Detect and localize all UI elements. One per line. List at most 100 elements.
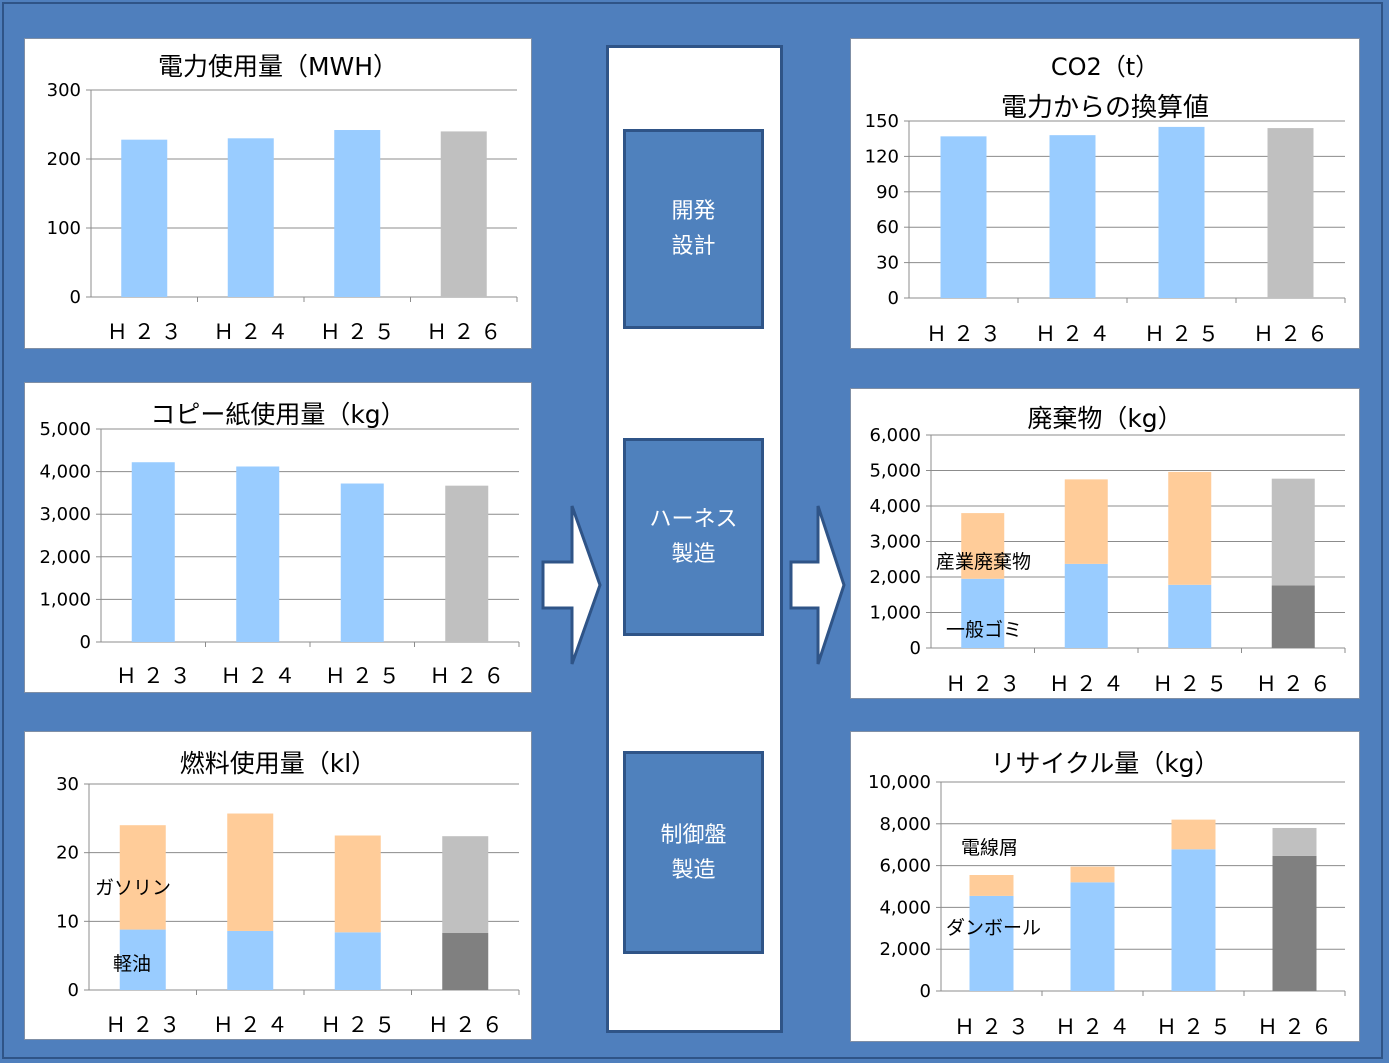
- y-tick-label: 10: [56, 911, 79, 932]
- bar: [236, 466, 280, 642]
- process-label: 設計: [671, 234, 716, 259]
- chart-title: コピー紙使用量（kg）: [150, 400, 406, 429]
- y-tick-label: 3,000: [869, 532, 921, 553]
- bar: [334, 130, 381, 297]
- x-tick-label: Ｈ２３: [926, 322, 1007, 346]
- y-tick-label: 1,000: [39, 589, 91, 610]
- bar: [1272, 855, 1317, 991]
- x-tick-label: Ｈ２６: [428, 1013, 509, 1037]
- y-tick-label: 0: [910, 638, 921, 659]
- bar: [1271, 478, 1315, 586]
- bar: [969, 895, 1014, 991]
- fuel-chart: 燃料使用量（kl） 0 10 20 30 Ｈ２３ Ｈ２４ Ｈ２５ Ｈ２６ ガソリン 軽油: [24, 731, 532, 1040]
- x-tick-label: Ｈ２４: [1055, 1015, 1136, 1039]
- x-tick-label: Ｈ２５: [325, 664, 406, 688]
- waste-chart: 廃棄物（kg） 0 1,000 2,000 3,000 4,000 5,000 6,000 Ｈ…: [850, 388, 1360, 699]
- process-box-panel: 制御盤 製造: [623, 751, 764, 954]
- bar: [227, 930, 274, 990]
- y-tick-label: 4,000: [879, 897, 931, 918]
- bar: [1168, 471, 1212, 585]
- process-label: 製造: [671, 857, 716, 883]
- y-tick-label: 20: [56, 843, 79, 864]
- y-tick-label: 0: [888, 288, 899, 309]
- x-tick-label: Ｈ２５: [1156, 1015, 1237, 1039]
- y-tick-label: 4,000: [869, 496, 921, 517]
- process-label: 開発: [671, 199, 716, 224]
- series-label: 軽油: [113, 953, 151, 975]
- x-tick-label: Ｈ２６: [429, 664, 510, 688]
- bar: [442, 836, 489, 934]
- bar: [340, 483, 384, 642]
- y-tick-label: 90: [876, 182, 899, 203]
- y-tick-label: 150: [865, 111, 899, 132]
- x-tick-label: Ｈ２５: [1144, 322, 1225, 346]
- chart-plot: 0 30 60 90 120 150 Ｈ２３ Ｈ２４ Ｈ２５ Ｈ２６: [865, 111, 1346, 346]
- bar: [1272, 827, 1317, 856]
- bar: [440, 131, 487, 297]
- bar: [1064, 563, 1108, 648]
- x-tick-label: Ｈ２３: [116, 664, 197, 688]
- x-tick-label: Ｈ２４: [1035, 322, 1116, 346]
- x-tick-label: Ｈ２６: [1253, 322, 1334, 346]
- bar: [121, 139, 168, 297]
- bar: [119, 929, 166, 990]
- y-tick-label: 120: [865, 146, 899, 167]
- y-tick-label: 30: [56, 774, 79, 795]
- bar: [445, 485, 489, 642]
- y-tick-label: 0: [68, 980, 79, 1001]
- bar: [1064, 479, 1108, 564]
- paper-chart: コピー紙使用量（kg） 0 1,000 2,000 3,000 4,000 5,000 Ｈ２…: [24, 382, 532, 693]
- arrow-right-icon: [789, 505, 846, 665]
- bar: [131, 462, 175, 642]
- recycle-chart: リサイクル量（kg） 0 2,000 4,000 6,000 8,000 10,000 Ｈ２…: [850, 731, 1360, 1042]
- x-tick-label: Ｈ２６: [1256, 672, 1337, 696]
- bar: [1070, 882, 1115, 991]
- chart-plot: 0 1,000 2,000 3,000 4,000 5,000 Ｈ２３ Ｈ２４ Ｈ２５ Ｈ２６: [39, 419, 520, 688]
- y-tick-label: 5,000: [39, 419, 91, 440]
- bar: [119, 825, 166, 930]
- y-tick-label: 6,000: [869, 425, 921, 446]
- bar: [1070, 866, 1115, 883]
- process-box-harness: ハーネス 製造: [623, 438, 764, 636]
- chart-plot: 0 100 200 300 Ｈ２３ Ｈ２４ Ｈ２５ Ｈ２６: [47, 80, 518, 344]
- x-tick-label: Ｈ２３: [954, 1015, 1035, 1039]
- series-label: 産業廃棄物: [936, 551, 1031, 573]
- x-tick-label: Ｈ２４: [220, 664, 301, 688]
- bar: [334, 835, 381, 933]
- y-tick-label: 5,000: [869, 461, 921, 482]
- y-tick-label: 6,000: [879, 856, 931, 877]
- y-tick-label: 10,000: [868, 772, 931, 793]
- chart-title: 廃棄物（kg）: [1027, 404, 1183, 433]
- y-tick-label: 2,000: [39, 547, 91, 568]
- x-tick-label: Ｈ２４: [1049, 672, 1130, 696]
- y-tick-label: 100: [47, 218, 81, 239]
- x-tick-label: Ｈ２３: [107, 320, 188, 344]
- bar: [961, 578, 1005, 648]
- arrow-right-icon: [541, 505, 602, 665]
- series-label: ダンボール: [946, 917, 1041, 939]
- y-tick-label: 300: [47, 80, 81, 101]
- bar: [1049, 135, 1096, 298]
- y-tick-label: 0: [70, 287, 81, 308]
- bar: [1171, 849, 1216, 991]
- y-tick-label: 4,000: [39, 462, 91, 483]
- chart-plot: 0 2,000 4,000 6,000 8,000 10,000 Ｈ２３ Ｈ２４ Ｈ２５ Ｈ２６ 電…: [868, 772, 1346, 1039]
- bar: [334, 932, 381, 990]
- process-label: 制御盤: [660, 822, 727, 848]
- y-tick-label: 0: [80, 632, 91, 653]
- x-tick-label: Ｈ２５: [320, 320, 401, 344]
- x-tick-label: Ｈ２３: [105, 1013, 186, 1037]
- bar: [940, 136, 987, 298]
- process-box-dev: 開発 設計: [623, 129, 764, 329]
- chart-title: リサイクル量（kg）: [990, 749, 1220, 778]
- bar: [442, 933, 489, 990]
- bar: [1267, 128, 1314, 298]
- chart-plot: 0 1,000 2,000 3,000 4,000 5,000 6,000 Ｈ２３ Ｈ２４ Ｈ２５…: [869, 425, 1346, 696]
- x-tick-label: Ｈ２３: [945, 672, 1026, 696]
- y-tick-label: 2,000: [869, 567, 921, 588]
- process-label: 製造: [671, 542, 716, 567]
- y-tick-label: 200: [47, 149, 81, 170]
- bar: [1171, 819, 1216, 850]
